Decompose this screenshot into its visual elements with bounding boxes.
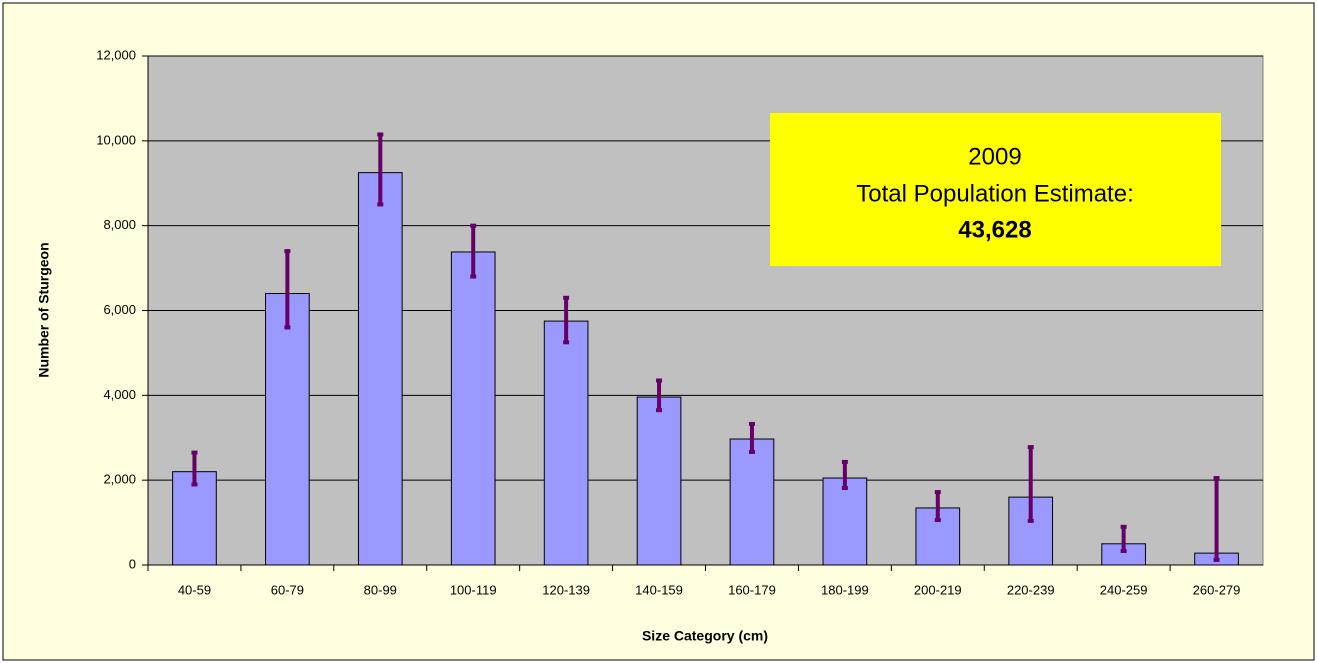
bar [357,172,403,566]
y-tick-label: 12,000 [96,47,136,62]
y-tick-label: 4,000 [103,387,136,402]
x-tick-label: 180-199 [821,582,869,597]
y-axis-title: Number of Sturgeon [36,242,52,377]
x-tick-label: 240-259 [1100,582,1148,597]
x-axis-title: Size Category (cm) [642,628,768,644]
bar [636,396,682,566]
x-tick-label: 140-159 [635,582,683,597]
x-tick-label: 160-179 [728,582,776,597]
bar [822,477,868,566]
x-tick-label: 200-219 [914,582,962,597]
bar [729,438,775,566]
x-tick-label: 100-119 [450,582,497,597]
bar [450,251,496,566]
y-tick-label: 6,000 [103,302,136,317]
annotation-total: 43,628 [958,216,1031,243]
x-tick-label: 260-279 [1193,582,1241,597]
annotation-year: 2009 [968,143,1021,170]
x-tick-label: 220-239 [1007,582,1055,597]
x-tick-label: 120-139 [542,582,590,597]
x-tick-label: 60-79 [271,582,304,597]
marks: 0 2,000 4,000 6,000 8,000 10,000 12,000 40-59 60… [96,47,1263,597]
y-tick-label: 10,000 [96,132,136,147]
bar [265,293,310,566]
annotation-text: Total Population Estimate: [856,180,1134,207]
x-tick-label: 40-59 [178,582,211,597]
x-tick-label: 80-99 [364,582,397,597]
y-tick-label: 0 [129,556,136,571]
annotation-box [770,113,1221,266]
y-tick-label: 2,000 [103,472,136,487]
bar [543,320,589,566]
y-tick-label: 8,000 [103,217,136,232]
